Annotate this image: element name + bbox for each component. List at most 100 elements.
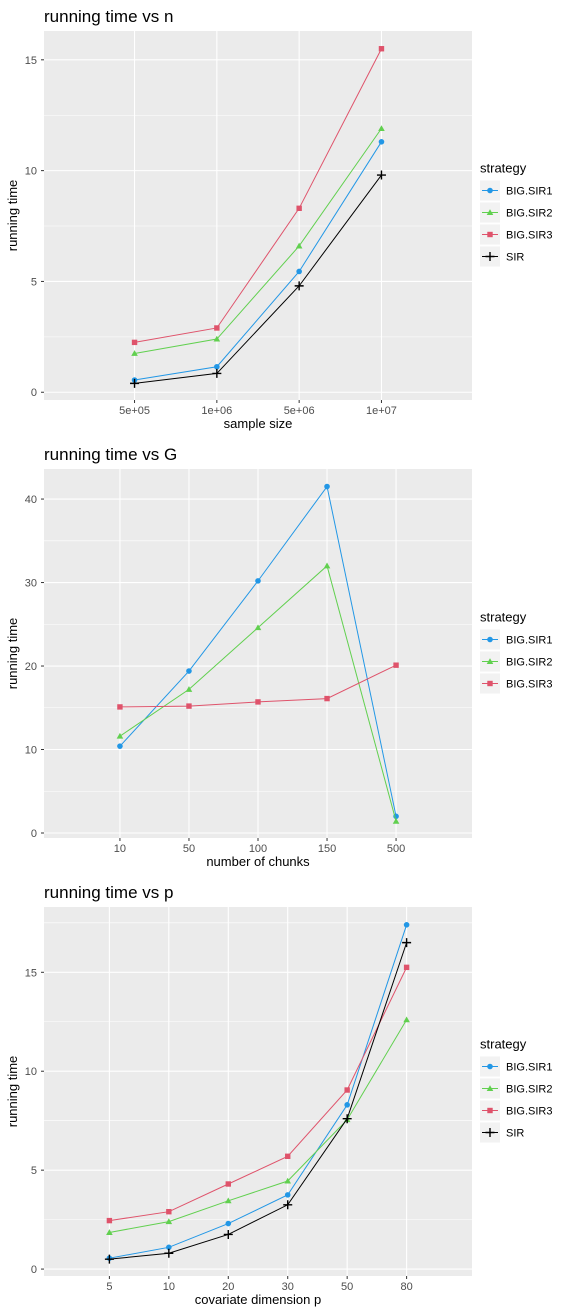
data-point xyxy=(165,1218,173,1225)
series-line xyxy=(109,942,408,1260)
legend-key-marker xyxy=(487,1063,493,1070)
y-tick-label: 20 xyxy=(25,661,37,673)
chart-svg: running time vs p running time covariate… xyxy=(5,883,552,1307)
legend-key-marker xyxy=(487,231,493,238)
data-point xyxy=(131,350,138,356)
x-axis: 5 10 20 30 50 80 xyxy=(106,1276,413,1293)
y-tick-label: 10 xyxy=(25,1066,37,1078)
chart-svg: running time vs G running time number of… xyxy=(5,445,552,869)
x-tick-label: 10 xyxy=(163,1281,175,1293)
gridlines xyxy=(44,31,472,400)
legend: BIG.SIR1 BIG.SIR2 BIG.SIR3 SIR xyxy=(480,180,552,267)
gridlines xyxy=(44,469,472,838)
y-tick-label: 30 xyxy=(25,578,37,590)
data-point xyxy=(255,578,261,584)
x-tick-label: 50 xyxy=(183,843,195,855)
legend-label: SIR xyxy=(506,1128,524,1140)
legend-label: BIG.SIR2 xyxy=(506,657,552,669)
series-line xyxy=(134,141,382,381)
data-point xyxy=(344,1087,350,1093)
series-sir xyxy=(104,938,412,1264)
series-big-sir1 xyxy=(106,922,410,1261)
x-tick-label: 5e+06 xyxy=(284,405,315,417)
y-axis: 0 5 10 15 xyxy=(25,55,44,399)
series-line xyxy=(109,924,408,1259)
data-point xyxy=(284,1177,292,1184)
data-point xyxy=(296,268,302,275)
y-axis-label: running time xyxy=(5,1056,20,1128)
data-point xyxy=(342,1114,352,1124)
data-point xyxy=(324,483,330,490)
data-point xyxy=(186,668,192,674)
x-tick-label: 100 xyxy=(249,843,267,855)
chart-panel-running-time-vs-g: running time vs G running time number of… xyxy=(0,438,588,876)
data-point xyxy=(212,368,222,378)
y-tick-label: 5 xyxy=(31,276,37,288)
legend-label: BIG.SIR2 xyxy=(506,208,552,220)
x-tick-label: 500 xyxy=(387,843,405,855)
data-point xyxy=(106,1229,113,1235)
data-point xyxy=(284,1192,291,1198)
series-big-sir3 xyxy=(106,964,410,1224)
data-point xyxy=(403,922,410,928)
x-axis-label: covariate dimension p xyxy=(195,1292,321,1307)
data-point xyxy=(403,964,410,971)
x-axis: 10 50 100 150 500 xyxy=(114,838,405,855)
data-point xyxy=(106,1217,113,1224)
chart-panel-running-time-vs-p: running time vs p running time covariate… xyxy=(0,876,588,1314)
data-point xyxy=(116,732,124,739)
legend-key-marker xyxy=(485,1128,495,1137)
series-line xyxy=(134,128,382,354)
data-point xyxy=(255,699,261,705)
series-sir xyxy=(130,170,386,388)
series-big-sir2 xyxy=(116,562,400,824)
x-axis-label: number of chunks xyxy=(206,854,310,869)
data-point xyxy=(294,281,304,291)
y-axis: 0 10 20 30 40 xyxy=(25,494,44,840)
plot-background xyxy=(44,31,472,400)
data-point xyxy=(283,1200,293,1210)
legend-label: SIR xyxy=(506,252,524,264)
y-tick-label: 0 xyxy=(31,828,37,840)
legend-key-marker xyxy=(487,187,493,194)
x-axis-label: sample size xyxy=(224,416,293,431)
data-point xyxy=(376,170,386,180)
data-point xyxy=(224,1197,232,1204)
legend-title: strategy xyxy=(480,1037,527,1052)
chart-svg: running time vs n running time sample si… xyxy=(5,7,552,431)
x-tick-label: 1e+07 xyxy=(366,405,397,417)
series-big-sir3 xyxy=(117,662,399,710)
legend-key-marker xyxy=(487,680,493,687)
data-point xyxy=(117,743,123,749)
data-point xyxy=(323,562,331,569)
legend-key-marker xyxy=(486,209,494,215)
data-point xyxy=(225,1220,232,1227)
y-tick-label: 15 xyxy=(25,967,37,979)
y-tick-label: 15 xyxy=(25,55,37,67)
data-point xyxy=(295,242,303,249)
legend-key-marker xyxy=(487,636,493,643)
x-tick-label: 5 xyxy=(106,1281,112,1293)
data-point xyxy=(131,339,138,346)
x-axis: 5e+05 1e+06 5e+06 1e+07 xyxy=(119,400,397,417)
y-axis: 0 5 10 15 xyxy=(25,967,44,1276)
x-tick-label: 80 xyxy=(400,1281,412,1293)
data-point xyxy=(130,378,140,388)
data-point xyxy=(186,703,192,709)
data-point xyxy=(393,662,399,668)
data-point xyxy=(117,704,123,710)
y-tick-label: 10 xyxy=(25,166,37,178)
data-point xyxy=(285,1153,291,1159)
y-tick-label: 0 xyxy=(31,387,37,399)
series-big-sir2 xyxy=(131,125,385,356)
data-point xyxy=(185,686,193,692)
data-point xyxy=(296,205,302,211)
legend-label: BIG.SIR3 xyxy=(506,230,552,242)
y-axis-label: running time xyxy=(5,180,20,252)
data-point xyxy=(324,695,330,702)
legend-label: BIG.SIR2 xyxy=(506,1084,552,1096)
series-big-sir3 xyxy=(131,46,385,346)
data-point xyxy=(214,363,220,370)
data-point xyxy=(213,335,221,342)
legend-label: BIG.SIR1 xyxy=(506,635,552,647)
